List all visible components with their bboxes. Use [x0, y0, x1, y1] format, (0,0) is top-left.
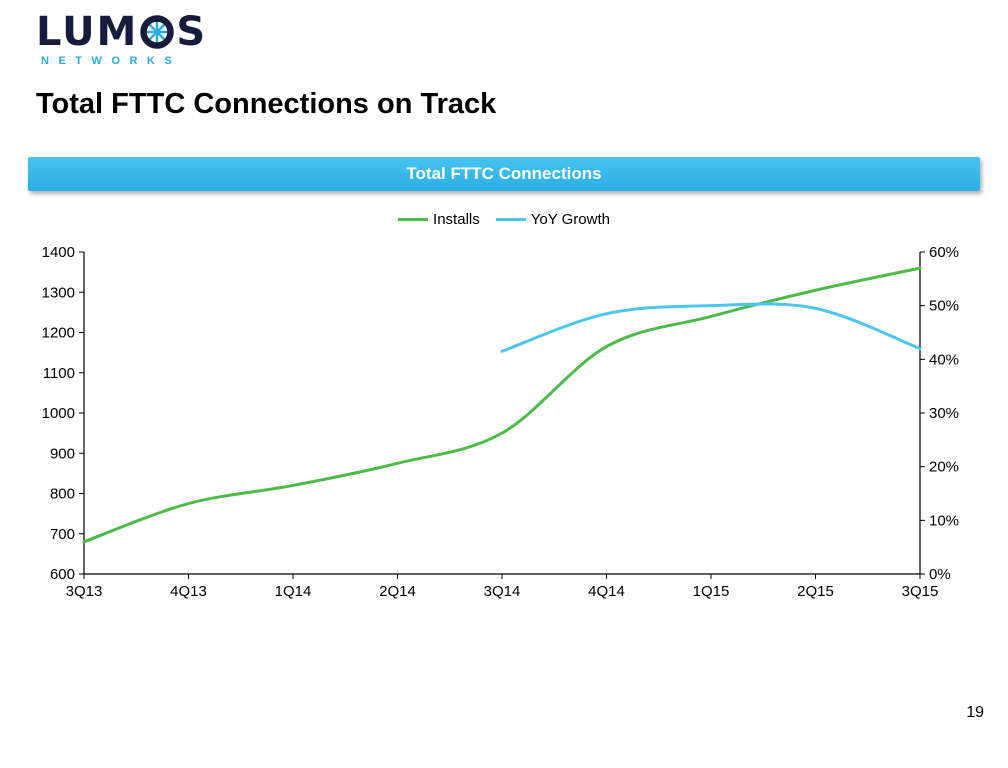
left-axis-label: 900 — [50, 445, 75, 462]
left-axis-label: 1000 — [42, 405, 75, 422]
x-axis-label: 3Q13 — [66, 583, 103, 600]
right-axis-label: 0% — [929, 566, 951, 583]
right-axis-label: 50% — [929, 298, 959, 315]
legend-label-yoy-growth: YoY Growth — [530, 211, 610, 228]
fttc-chart: 600 700 800 900 1000 1100 1200 1300 1400 0% 10% 20%… — [42, 244, 959, 600]
series-line-installs — [82, 266, 922, 544]
logo-networks-text: NETWORKS — [41, 55, 182, 67]
left-axis-label: 1100 — [43, 365, 75, 382]
x-axis-label: 1Q15 — [693, 583, 730, 600]
right-axis-label: 60% — [929, 244, 959, 261]
legend-item-yoy-growth: YoY Growth — [495, 211, 610, 228]
left-axis-label: 700 — [50, 526, 75, 543]
left-axis-label: 800 — [50, 486, 75, 503]
right-axis-label: 40% — [929, 351, 959, 368]
series-line-yoy-growth — [500, 302, 922, 353]
left-axis-label: 1200 — [42, 325, 75, 342]
logo-starburst-icon — [140, 15, 175, 49]
right-axis-label: 10% — [929, 512, 959, 529]
left-axis-label: 1300 — [42, 284, 75, 301]
x-axis-label: 4Q13 — [170, 583, 207, 600]
left-axis-label: 600 — [50, 566, 75, 583]
logo-text-lum: LUM — [36, 9, 139, 55]
chart-legend: Installs YoY Growth — [0, 211, 1008, 228]
x-axis-label: 3Q15 — [902, 583, 939, 600]
installs-line-swatch — [398, 218, 429, 221]
right-axis-label: 30% — [929, 405, 959, 422]
legend-label-installs: Installs — [433, 211, 480, 228]
slide-title: Total FTTC Connections on Track — [36, 88, 497, 120]
x-axis-label: 1Q14 — [275, 583, 312, 600]
x-axis-label: 3Q14 — [484, 583, 521, 600]
left-axis-label: 1400 — [42, 244, 75, 261]
legend-item-installs: Installs — [398, 211, 480, 228]
x-axis-label: 2Q15 — [797, 583, 834, 600]
lumos-logo: LUM S NETWORKS — [36, 12, 207, 67]
yoy-growth-line-swatch — [495, 218, 526, 221]
page-number: 19 — [966, 704, 984, 721]
x-axis-label: 2Q14 — [379, 583, 416, 600]
x-axis-label: 4Q14 — [588, 583, 625, 600]
logo-wordmark: LUM S — [36, 12, 207, 52]
banner-label: Total FTTC Connections — [406, 164, 602, 183]
logo-text-s: S — [176, 9, 208, 55]
chart-banner: Total FTTC Connections — [28, 157, 980, 191]
right-axis-label: 20% — [929, 459, 959, 476]
